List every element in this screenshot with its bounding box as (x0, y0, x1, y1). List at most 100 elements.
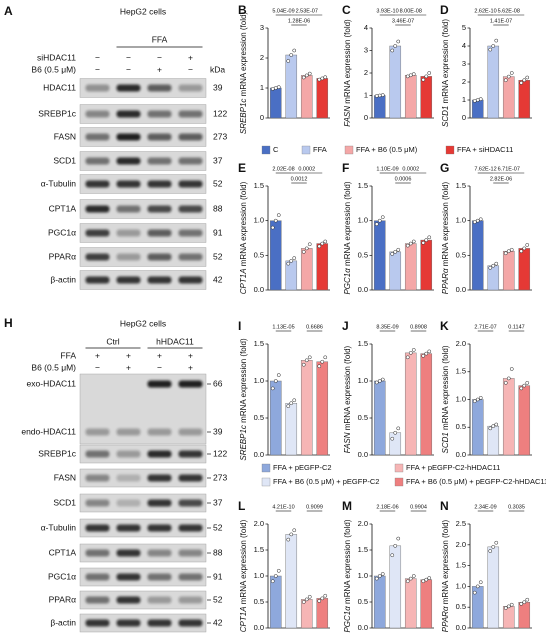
data-point (377, 93, 382, 98)
data-point (393, 543, 398, 548)
data-point (522, 600, 527, 605)
data-point (472, 590, 477, 595)
y-tick-label: 0.0 (358, 450, 368, 459)
data-point (491, 263, 496, 268)
y-tick-label: 1.0 (254, 376, 264, 385)
y-tick-label: 0.5 (358, 413, 368, 422)
data-point (405, 355, 410, 360)
bar (471, 99, 484, 119)
panel-letter: F (342, 161, 349, 175)
y-axis-gene: CPT1A (239, 268, 248, 294)
y-tick-label: 2.0 (254, 519, 264, 528)
blot-strip (79, 468, 207, 488)
data-point (411, 574, 416, 578)
p-value-label: 6.71E-07 (498, 166, 520, 172)
y-tick-label: 1.5 (254, 339, 264, 348)
data-point (323, 239, 328, 244)
data-point (494, 422, 499, 427)
data-point (270, 579, 275, 584)
blot-band (116, 157, 141, 165)
legend-swatch (301, 145, 311, 155)
data-point (411, 72, 416, 76)
data-point (488, 549, 493, 553)
blot-band (178, 229, 203, 237)
treatment-sign: + (188, 362, 193, 372)
blot-band (178, 549, 203, 557)
kda-label: 122 (213, 448, 227, 458)
data-point (273, 574, 278, 578)
bar (269, 220, 282, 291)
data-point (478, 395, 483, 400)
treatment-sign: − (126, 52, 131, 62)
band-label: HDAC11 (43, 82, 76, 92)
data-point (427, 235, 432, 240)
blot-band (178, 524, 203, 532)
data-point (472, 399, 477, 404)
data-point (405, 579, 410, 584)
y-axis-gene: SCD1 (441, 106, 450, 127)
bar (518, 248, 531, 291)
treatment-label: B6 (0.5 μM) (31, 362, 76, 372)
data-point (408, 241, 413, 246)
blot-band (147, 499, 172, 507)
data-point (478, 580, 483, 585)
blot-band (85, 180, 110, 188)
p-value-label: 4.21E-10 (272, 504, 294, 510)
panel-letter: C (342, 3, 351, 17)
kda-label: 37 (213, 155, 223, 165)
bar (269, 380, 282, 456)
data-point (301, 600, 306, 604)
legend-swatch (261, 477, 271, 487)
kda-unit: kDa (210, 64, 225, 74)
data-point (292, 398, 297, 403)
data-point (374, 94, 379, 98)
data-point (525, 597, 530, 602)
bar (404, 75, 417, 119)
y-axis-label: PPARα mRNA expression (fold) (441, 519, 450, 632)
blot-band (147, 619, 172, 627)
y-tick-label: 1 (364, 90, 368, 99)
bar (487, 45, 500, 119)
y-tick-label: 0.0 (456, 623, 466, 632)
data-point (488, 265, 493, 270)
bar (300, 599, 313, 629)
p-value-label: 3.93E-10 (376, 8, 398, 14)
treatment-sign: + (95, 350, 100, 360)
data-point (377, 218, 382, 223)
legend-swatch (344, 145, 354, 155)
data-point (323, 355, 328, 360)
panel-letter: E (238, 161, 246, 175)
blot-band (178, 619, 203, 627)
bar (285, 403, 298, 456)
panel-letter: N (440, 499, 449, 513)
y-axis-label: SCD1 mRNA expression (fold) (441, 345, 450, 453)
blot-band (147, 133, 172, 141)
blot-band (147, 110, 172, 118)
y-tick-label: 1.0 (358, 376, 368, 385)
y-tick-label: 0.5 (254, 597, 264, 606)
bar (300, 248, 313, 291)
blot-band (147, 549, 172, 557)
data-point (503, 381, 508, 385)
data-point (317, 244, 322, 249)
data-point (270, 386, 275, 391)
data-point (427, 71, 432, 75)
y-axis-gene: SREBP1c (239, 425, 248, 461)
data-point (408, 576, 413, 581)
bar (316, 361, 329, 456)
blot-band (116, 229, 141, 237)
kda-label: 122 (213, 108, 227, 118)
y-axis-text: mRNA expression (fold) (239, 338, 248, 425)
kda-label: 91 (213, 571, 223, 581)
bar (373, 220, 386, 291)
data-point (488, 47, 493, 52)
data-point (424, 351, 429, 356)
data-point (427, 576, 432, 580)
bar (285, 534, 298, 629)
data-point (317, 364, 322, 369)
data-point (506, 249, 511, 254)
blot-band (85, 428, 110, 436)
data-point (472, 99, 477, 103)
y-axis-label: SCD1 mRNA expression (fold) (441, 19, 450, 127)
bar (487, 425, 500, 456)
